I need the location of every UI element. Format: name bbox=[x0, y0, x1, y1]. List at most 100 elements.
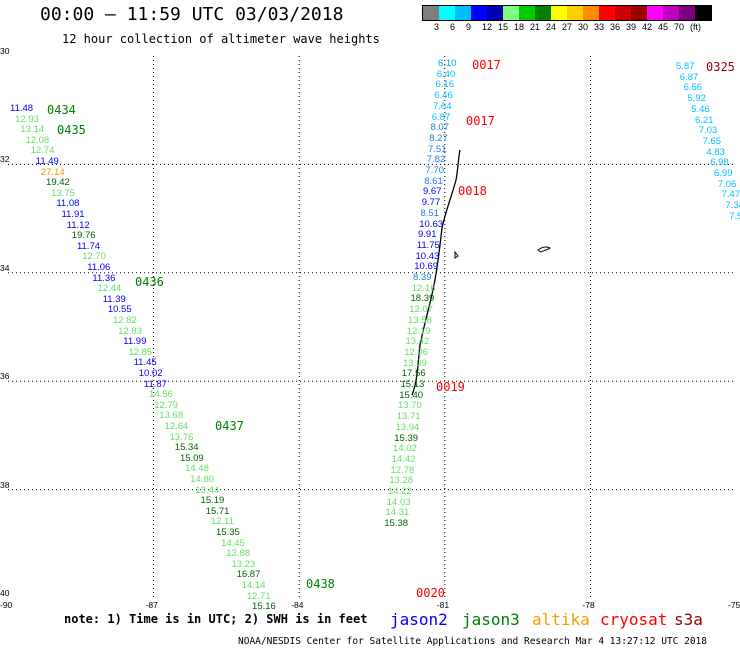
wave-height-value: 14.45 bbox=[221, 537, 245, 549]
wave-height-value: 7.82 bbox=[426, 154, 446, 166]
wave-height-value: 18.39 bbox=[410, 293, 435, 305]
wave-height-value: 6.21 bbox=[695, 114, 714, 126]
color-scale-label: 39 bbox=[626, 22, 637, 32]
wave-height-value: 12.64 bbox=[164, 421, 189, 432]
coastline bbox=[411, 149, 461, 396]
wave-height-value: 13.68 bbox=[159, 410, 184, 422]
color-scale-label: 70 bbox=[674, 22, 685, 32]
map-title: 00:00 – 11:59 UTC 03/03/2018 bbox=[40, 4, 344, 25]
wave-height-value: 9.67 bbox=[423, 186, 442, 198]
pass-time-label: 0017 bbox=[466, 114, 495, 128]
wave-height-value: 12.96 bbox=[404, 346, 429, 358]
wave-height-value: 11.12 bbox=[66, 219, 90, 231]
wave-height-value: 15.39 bbox=[394, 432, 419, 444]
color-swatch bbox=[551, 6, 567, 20]
pass-time-label: 0020 bbox=[416, 586, 445, 600]
pass-time-label: 0325 bbox=[706, 60, 735, 74]
wave-height-value: 15.16 bbox=[252, 601, 276, 613]
wave-height-value: 19.76 bbox=[71, 230, 96, 242]
lon-tick-label: -84 bbox=[291, 600, 304, 610]
color-scale-label: 18 bbox=[514, 22, 525, 32]
wave-height-value: 17.56 bbox=[401, 368, 426, 380]
color-scale-label: (ft) bbox=[690, 22, 701, 32]
lat-tick-label: 38 bbox=[0, 479, 10, 490]
wave-height-value: 7.70 bbox=[425, 165, 445, 176]
wave-height-value: 10.69 bbox=[414, 261, 439, 273]
lat-tick-label: 40 bbox=[0, 588, 10, 598]
wave-height-value: 7.06 bbox=[717, 178, 737, 190]
wave-height-value: 6.98 bbox=[710, 157, 729, 169]
wave-height-value: 12.16 bbox=[411, 282, 436, 294]
wave-height-value: 11.49 bbox=[35, 156, 59, 167]
color-scale-label: 33 bbox=[594, 22, 605, 32]
wave-height-value: 14.48 bbox=[185, 463, 209, 475]
pass-time-label: 0435 bbox=[57, 123, 86, 137]
wave-height-value: 6.56 bbox=[683, 82, 703, 94]
wave-height-value: 13.39 bbox=[403, 357, 427, 369]
color-swatch bbox=[615, 6, 631, 20]
wave-height-value: 15.34 bbox=[174, 442, 199, 454]
color-swatch bbox=[599, 6, 615, 20]
pass-time-label: 0434 bbox=[47, 103, 76, 117]
color-swatch bbox=[695, 6, 711, 20]
color-scale-label: 9 bbox=[466, 22, 472, 32]
wave-height-value: 7.34 bbox=[725, 200, 740, 212]
wave-height-value: 11.06 bbox=[87, 262, 111, 273]
color-swatch bbox=[519, 6, 535, 20]
wave-height-value: 27.14 bbox=[40, 166, 65, 178]
wave-height-value: 11.75 bbox=[416, 239, 440, 251]
color-swatch bbox=[535, 6, 551, 20]
color-scale-label: 3 bbox=[434, 22, 440, 32]
wave-height-value: 8.27 bbox=[429, 132, 448, 144]
lon-tick-label: -78 bbox=[582, 600, 595, 610]
color-scale-label: 42 bbox=[642, 22, 653, 32]
wave-height-value: 13.23 bbox=[231, 558, 256, 570]
lat-tick-label: 34 bbox=[0, 262, 10, 273]
lat-tick-label: 30 bbox=[0, 46, 10, 56]
wave-height-value: 7.51 bbox=[428, 143, 447, 155]
wave-height-value: 6.46 bbox=[434, 90, 453, 102]
wave-height-value: 12.44 bbox=[97, 283, 122, 295]
wave-height-value: 12.08 bbox=[25, 134, 50, 146]
wave-height-value: 7.47 bbox=[721, 189, 740, 201]
color-swatch bbox=[471, 6, 487, 20]
color-swatch bbox=[423, 6, 439, 20]
wave-height-value: 13.14 bbox=[20, 124, 45, 136]
pass-time-label: 0018 bbox=[458, 184, 487, 198]
lon-tick-label: -75 bbox=[728, 600, 740, 610]
wave-height-value: 14.56 bbox=[149, 389, 173, 401]
wave-height-value: 13.58 bbox=[408, 314, 432, 326]
color-scale-label: 36 bbox=[610, 22, 621, 32]
wave-height-value: 13.44 bbox=[195, 484, 220, 496]
color-scale-label: 45 bbox=[658, 22, 669, 32]
color-scale-label: 6 bbox=[450, 22, 456, 32]
wave-height-value: 11.87 bbox=[143, 378, 167, 390]
wave-height-value: 5.46 bbox=[691, 103, 710, 115]
wave-height-value: 6.10 bbox=[438, 58, 457, 69]
wave-height-value: 6.16 bbox=[435, 79, 455, 91]
color-swatch bbox=[503, 6, 519, 20]
pass-time-label: 0438 bbox=[306, 577, 335, 591]
wave-height-value: 15.38 bbox=[384, 518, 409, 530]
wave-height-value: 13.42 bbox=[405, 336, 430, 348]
color-scale-label: 12 bbox=[482, 22, 493, 32]
color-scale-label: 30 bbox=[578, 22, 589, 32]
island-outline bbox=[454, 250, 459, 259]
color-swatch bbox=[439, 6, 455, 20]
wave-height-value: 19.42 bbox=[46, 177, 70, 189]
wave-height-value: 12.11 bbox=[210, 516, 234, 528]
wave-height-value: 9.91 bbox=[418, 229, 437, 241]
wave-height-value: 8.07 bbox=[430, 122, 450, 134]
wave-height-value: 15.13 bbox=[400, 379, 425, 390]
wave-height-value: 6.87 bbox=[679, 71, 699, 83]
wave-height-value: 14.42 bbox=[391, 453, 416, 465]
wave-height-value: 12.19 bbox=[406, 325, 431, 337]
color-swatch bbox=[455, 6, 471, 20]
wave-height-value: 4.83 bbox=[706, 146, 725, 158]
wave-height-value: 7.03 bbox=[698, 125, 718, 137]
wave-height-value: 8.39 bbox=[413, 272, 432, 283]
wave-height-value: 11.99 bbox=[123, 336, 147, 348]
wave-height-value: 13.76 bbox=[169, 431, 194, 443]
color-scale-label: 24 bbox=[546, 22, 557, 32]
